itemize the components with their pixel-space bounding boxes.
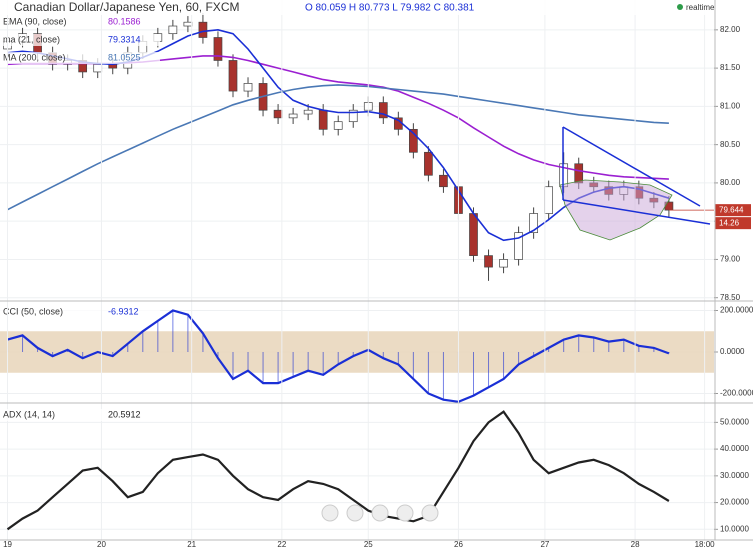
y-tick-label: 79.00: [720, 255, 741, 264]
candle-body: [318, 109, 328, 130]
y-tick-label: 200.0000: [720, 306, 753, 315]
x-tick-label: 26: [454, 540, 463, 549]
legend-label: MA (200, close): [3, 52, 66, 62]
y-tick-label: 20.0000: [720, 498, 749, 507]
indicator-line: [7, 84, 669, 211]
ichimoku-cloud: [559, 179, 673, 241]
legend-bg: [0, 34, 160, 46]
candle-body: [378, 102, 388, 119]
y-tick-label: 50.0000: [720, 417, 749, 426]
y-tick-label: 81.50: [720, 63, 741, 72]
candle-body: [93, 63, 103, 73]
scroll-right-button[interactable]: [421, 504, 439, 522]
candle-body: [484, 255, 493, 268]
x-tick-label: 21: [187, 540, 196, 549]
x-tick-label: 25: [364, 540, 373, 549]
legend-label: ma (21, close): [3, 34, 60, 44]
countdown-tag: [715, 217, 751, 230]
trend-line: [562, 199, 711, 225]
y-tick-label: 81.00: [720, 101, 741, 110]
indicator-line: [7, 309, 670, 403]
y-tick-label: 80.00: [720, 178, 741, 187]
legend-bg: [0, 409, 160, 421]
zoom-in-button[interactable]: [396, 504, 414, 522]
candle-body: [213, 37, 223, 61]
legend-value: -6.9312: [108, 306, 139, 316]
indicator-line: [6, 410, 670, 531]
legend-value: 79.3314: [108, 34, 141, 44]
header-bar: [0, 0, 714, 15]
candle-body: [198, 21, 208, 38]
zoom-controls[interactable]: [321, 504, 439, 522]
chart-title: Canadian Dollar/Japanese Yen, 60, FXCM: [14, 0, 239, 14]
cci-band: [0, 331, 714, 373]
candle-body: [529, 213, 538, 234]
candle-body: [499, 259, 508, 268]
legend-label: CCI (50, close): [3, 306, 63, 316]
y-tick-label: 0.0000: [720, 347, 745, 356]
y-tick-label: -200.0000: [720, 389, 753, 398]
candle-body: [273, 109, 283, 119]
candle-body: [228, 60, 238, 92]
x-tick-label: 27: [540, 540, 549, 549]
legend-value: 80.1586: [108, 16, 141, 26]
ohlc-readout: O 80.059 H 80.773 L 79.982 C 80.381: [305, 3, 475, 14]
status: realtime: [686, 3, 715, 12]
candle-body: [288, 113, 298, 119]
legend-label: EMA (90, close): [3, 16, 67, 26]
candle-body: [469, 213, 478, 256]
candle-body: [409, 128, 418, 153]
candle-body: [544, 186, 554, 214]
y-tick-label: 80.50: [720, 140, 741, 149]
legend-bg: [0, 52, 160, 64]
x-tick-label: 19: [3, 540, 12, 549]
status-dot: [677, 4, 683, 10]
candle-body: [168, 25, 178, 35]
candle-body: [333, 121, 343, 130]
x-tick-label: 28: [631, 540, 640, 549]
candle-body: [424, 151, 433, 176]
y-tick-label: 30.0000: [720, 471, 749, 480]
legend-value: 81.0525: [108, 52, 141, 62]
candle-body: [243, 83, 253, 92]
candle-body: [183, 21, 193, 27]
y-tick-label: 10.0000: [720, 524, 749, 533]
last-price-label: 79.644: [719, 205, 744, 214]
zoom-out-button[interactable]: [346, 504, 364, 522]
legend-label: ADX (14, 14): [3, 409, 55, 419]
y-tick-label: 40.0000: [720, 444, 749, 453]
last-price-tag: [715, 204, 751, 217]
x-tick-label: 20: [97, 540, 106, 549]
candle-body: [303, 109, 313, 115]
candle-body: [439, 174, 448, 188]
candle-body: [574, 163, 584, 184]
scroll-left-button[interactable]: [321, 504, 339, 522]
legend-bg: [0, 306, 160, 318]
x-tick-label: 22: [277, 540, 286, 549]
countdown-label: 14.26: [719, 218, 740, 227]
legend-value: 20.5912: [108, 409, 141, 419]
y-tick-label: 82.00: [720, 25, 741, 34]
candle-body: [514, 232, 523, 260]
legend-bg: [0, 16, 160, 28]
x-tick-label: 18:00: [695, 540, 716, 549]
candle-body: [348, 109, 358, 123]
trend-line: [562, 126, 701, 207]
y-tick-label: 78.50: [720, 293, 741, 302]
reset-button[interactable]: [371, 504, 389, 522]
